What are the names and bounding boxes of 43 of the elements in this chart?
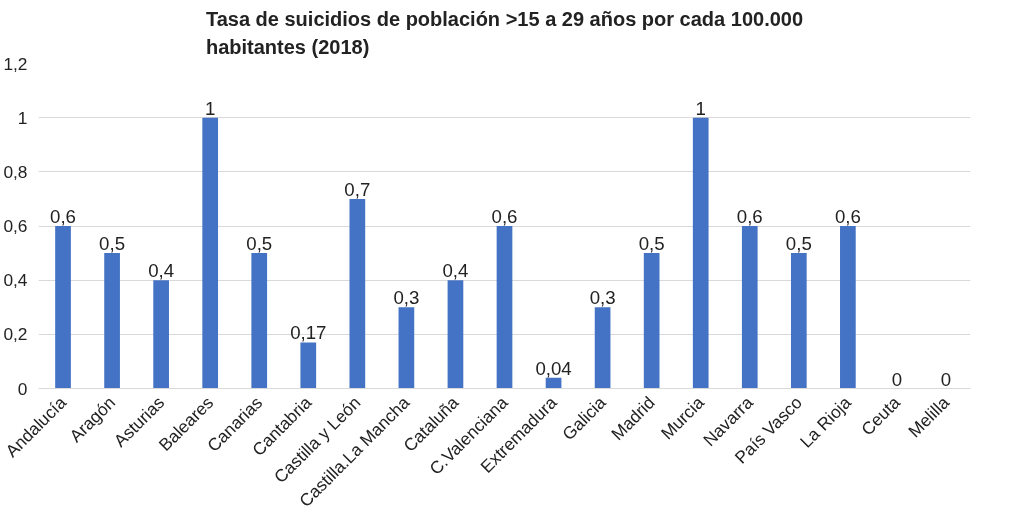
data-label: 0,5 bbox=[99, 233, 126, 255]
chart-title: Tasa de suicidios de población >15 a 29 años por cada 100.000 habitantes (2018) bbox=[205, 7, 804, 59]
y-tick-label: 0,2 bbox=[3, 324, 28, 345]
y-tick-label: 0,6 bbox=[3, 216, 28, 236]
data-label: 0,7 bbox=[344, 178, 371, 200]
data-label: 0,4 bbox=[148, 260, 175, 282]
bar bbox=[55, 226, 71, 389]
bar bbox=[741, 226, 758, 389]
bar bbox=[840, 226, 856, 389]
data-label: 0,04 bbox=[535, 357, 572, 379]
bar bbox=[447, 280, 464, 389]
bar bbox=[153, 280, 169, 389]
y-tick-label: 1,2 bbox=[3, 53, 28, 74]
data-label: 0,6 bbox=[50, 206, 76, 227]
bar bbox=[202, 117, 219, 389]
bar bbox=[790, 253, 807, 389]
bar bbox=[300, 342, 317, 389]
data-label: 0 bbox=[940, 368, 952, 390]
bar bbox=[349, 198, 366, 389]
data-label: 0,5 bbox=[246, 233, 273, 255]
data-label: 0,6 bbox=[736, 206, 763, 227]
y-tick-label: 1 bbox=[17, 107, 28, 128]
y-tick-label: 0,4 bbox=[3, 270, 28, 291]
data-label: 0,17 bbox=[290, 322, 327, 344]
data-label: 1 bbox=[205, 97, 216, 119]
bar bbox=[398, 307, 415, 389]
bar bbox=[643, 253, 660, 389]
data-label: 0,3 bbox=[589, 287, 616, 309]
bar bbox=[251, 253, 268, 389]
bar bbox=[692, 117, 709, 389]
data-label: 0,4 bbox=[442, 260, 469, 282]
data-label: 0,5 bbox=[785, 233, 812, 255]
data-label: 0,6 bbox=[834, 206, 861, 227]
data-label: 0,3 bbox=[393, 287, 420, 309]
y-tick-label: 0 bbox=[17, 378, 28, 399]
y-tick-label: 0,8 bbox=[3, 161, 28, 182]
data-label: 0 bbox=[891, 368, 903, 390]
data-label: 0,6 bbox=[491, 206, 518, 227]
bar bbox=[104, 253, 120, 389]
data-label: 1 bbox=[695, 97, 706, 119]
bar bbox=[594, 307, 611, 389]
data-label: 0,5 bbox=[638, 233, 665, 255]
bar bbox=[496, 226, 513, 389]
